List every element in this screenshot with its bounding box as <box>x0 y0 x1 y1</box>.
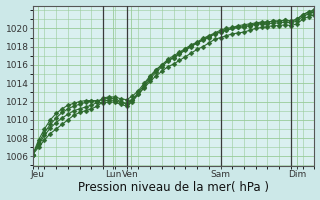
X-axis label: Pression niveau de la mer( hPa ): Pression niveau de la mer( hPa ) <box>78 181 269 194</box>
